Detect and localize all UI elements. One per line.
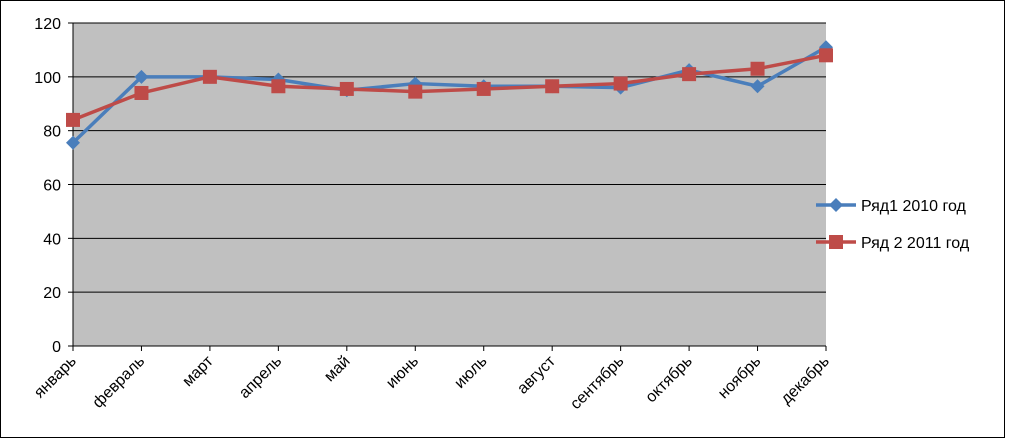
y-tick-label: 100 bbox=[34, 70, 61, 87]
legend: Ряд1 2010 год Ряд 2 2011 год bbox=[816, 198, 970, 252]
point bbox=[408, 84, 423, 99]
legend-label: Ряд1 2010 год bbox=[861, 198, 967, 215]
series-line bbox=[72, 53, 827, 122]
y-tick-label: 120 bbox=[34, 16, 61, 33]
point bbox=[476, 81, 491, 96]
y-tick-label: 80 bbox=[43, 124, 61, 141]
y-tick-label: 40 bbox=[43, 231, 61, 248]
legend-label: Ряд 2 2011 год bbox=[861, 235, 970, 252]
point bbox=[829, 198, 843, 212]
point bbox=[134, 69, 149, 84]
y-tick-label: 20 bbox=[43, 285, 61, 302]
point bbox=[819, 48, 833, 63]
y-tick-label: 0 bbox=[52, 339, 61, 356]
point bbox=[682, 67, 697, 82]
point bbox=[339, 81, 354, 96]
point bbox=[134, 85, 149, 100]
y-tick-label: 60 bbox=[43, 178, 61, 195]
point bbox=[829, 235, 843, 249]
point bbox=[750, 79, 765, 94]
point bbox=[750, 61, 765, 76]
point bbox=[66, 112, 80, 127]
point bbox=[271, 79, 286, 94]
point bbox=[202, 69, 217, 84]
point bbox=[613, 76, 628, 91]
point bbox=[66, 135, 80, 150]
point bbox=[545, 79, 560, 94]
